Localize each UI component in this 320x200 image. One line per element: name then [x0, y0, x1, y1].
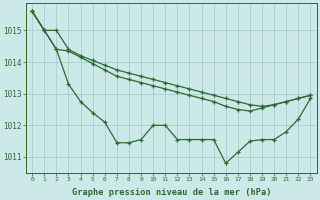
X-axis label: Graphe pression niveau de la mer (hPa): Graphe pression niveau de la mer (hPa)	[72, 188, 271, 197]
